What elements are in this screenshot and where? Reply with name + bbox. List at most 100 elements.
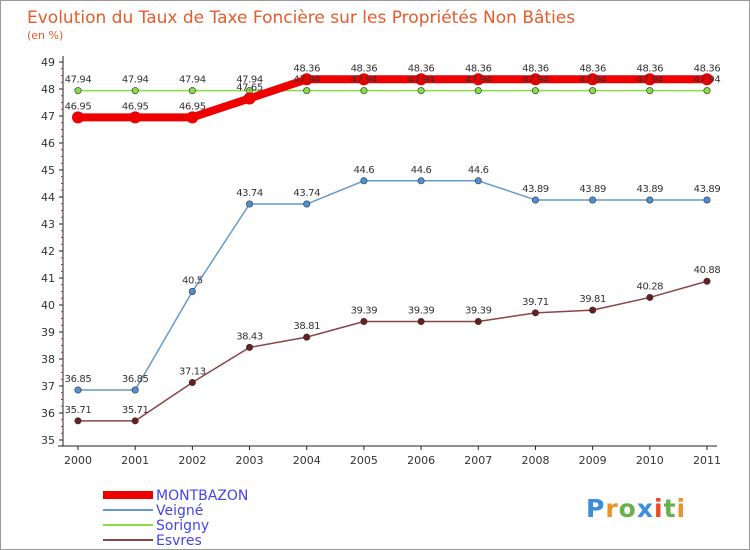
data-label-montbazon: 48.36 [465,63,492,74]
data-point-montbazon [300,73,313,86]
data-label-sorigny: 47.94 [122,75,149,86]
data-label-esvres: 39.71 [522,297,549,308]
data-label-sorigny: 47.94 [408,75,435,86]
data-point-veign- [531,196,539,204]
data-point-montbazon [72,111,84,124]
data-point-sorigny [474,87,482,95]
legend-label: Sorigny [156,518,209,534]
data-point-esvres [417,317,425,325]
y-tick-label: 43 [41,218,55,231]
data-point-montbazon [186,111,199,124]
data-point-veign- [303,200,311,208]
x-tick-label: 2006 [407,454,435,467]
series-line-montbazon [74,75,711,122]
data-point-montbazon [529,73,542,86]
data-point-montbazon [472,73,485,86]
series-line-esvres [77,280,708,422]
y-tick-label: 46 [41,137,55,150]
data-label-sorigny: 47.94 [465,75,492,86]
data-label-esvres: 35.71 [65,405,92,416]
data-point-sorigny [589,87,597,95]
x-tick-label: 2004 [293,454,321,467]
data-point-veign- [188,287,196,295]
y-tick-label: 39 [41,326,55,339]
data-label-sorigny: 47.94 [179,75,206,86]
data-label-sorigny: 47.94 [236,75,263,86]
data-label-montbazon: 46.95 [179,101,206,112]
data-labels: 47.94 47.94 47.94 47.94 47.94 47.94 47.94 47.94… [65,63,721,416]
x-tick-label: 2009 [579,454,607,467]
data-point-montbazon [129,111,142,124]
data-point-sorigny [303,87,311,95]
data-point-montbazon [701,73,713,86]
data-label-esvres: 40.28 [636,281,663,292]
data-point-sorigny [646,87,654,95]
legend-label: Veigné [156,503,203,519]
data-label-sorigny: 47.94 [351,75,378,86]
data-label-veign-: 43.89 [636,184,663,195]
y-tick-label: 48 [41,83,55,96]
x-tick-label: 2000 [64,454,92,467]
y-tick-label: 44 [41,191,55,204]
series-line-veign- [77,180,708,391]
data-label-veign-: 44.6 [354,165,375,176]
data-label-montbazon: 48.36 [351,63,378,74]
data-label-esvres: 39.39 [351,305,378,316]
data-point-esvres [74,417,82,425]
y-tick-label: 49 [41,56,55,69]
x-tick-label: 2011 [693,454,721,467]
x-tick-label: 2001 [121,454,149,467]
data-point-esvres [589,306,597,314]
data-label-montbazon: 48.36 [522,63,549,74]
data-label-montbazon: 48.36 [408,63,435,74]
data-label-veign-: 43.89 [579,184,606,195]
data-label-sorigny: 47.94 [579,75,606,86]
data-label-esvres: 39.39 [408,305,435,316]
data-label-esvres: 38.43 [236,331,263,342]
y-tick-label: 47 [41,110,55,123]
data-point-veign- [360,177,368,185]
legend-label: MONTBAZON [156,488,248,504]
data-label-sorigny: 47.94 [694,75,721,86]
data-label-montbazon: 47.65 [236,82,263,93]
chart-title: Evolution du Taux de Taxe Foncière sur l… [27,8,575,28]
proxiti-logo: Proxiti [586,494,685,523]
data-point-veign- [646,196,654,204]
data-label-veign-: 43.89 [522,184,549,195]
x-tick-label: 2003 [236,454,264,467]
y-tick-label: 42 [41,245,55,258]
y-tick-label: 35 [41,434,55,447]
data-label-sorigny: 47.94 [293,75,320,86]
data-point-montbazon [243,92,256,105]
data-label-veign-: 43.89 [694,184,721,195]
data-point-veign- [703,196,711,204]
series-layer [72,73,713,425]
x-tick-label: 2008 [521,454,549,467]
y-tick-label: 37 [41,380,55,393]
legend-label: Esvres [156,533,202,549]
data-label-montbazon: 48.36 [636,63,663,74]
data-point-veign- [417,177,425,185]
data-point-montbazon [586,73,599,86]
y-tick-label: 38 [41,353,55,366]
data-point-sorigny [360,87,368,95]
y-tick-label: 40 [41,299,55,312]
data-label-esvres: 39.39 [465,305,492,316]
data-point-montbazon [357,73,370,86]
data-label-esvres: 39.81 [579,294,606,305]
data-point-veign- [74,386,82,394]
x-tick-label: 2010 [636,454,664,467]
data-point-esvres [188,378,196,386]
x-tick-label: 2002 [178,454,206,467]
data-label-veign-: 36.85 [65,374,92,385]
x-tick-label: 2007 [464,454,492,467]
data-label-sorigny: 47.94 [522,75,549,86]
data-point-sorigny [188,87,196,95]
data-point-sorigny [531,87,539,95]
data-point-esvres [131,417,139,425]
data-point-esvres [646,293,654,301]
data-point-veign- [246,200,254,208]
data-point-esvres [303,333,311,341]
